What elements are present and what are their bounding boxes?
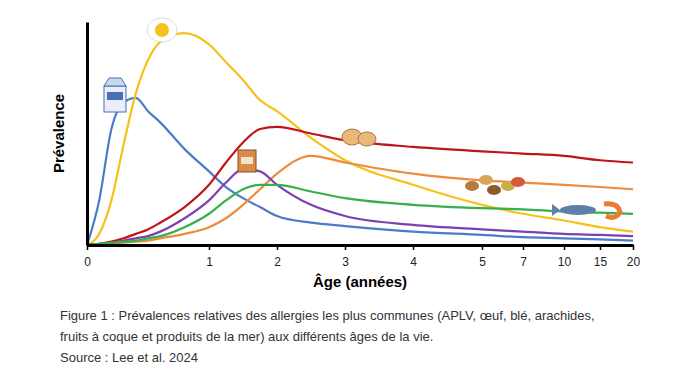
y-axis-line [86,23,89,246]
x-tick-mark [633,245,635,250]
x-axis: 0 1 2 3 4 5 7 10 15 20 [84,245,640,269]
x-tick-label: 1 [206,255,213,269]
x-tick-mark [482,245,484,250]
x-tick-label: 5 [479,255,486,269]
x-tick-mark [345,245,347,250]
x-tick-label: 4 [410,255,417,269]
icons [104,18,620,217]
x-tick: 3 [342,245,349,269]
x-tick-label: 10 [558,255,572,269]
x-tick: 10 [558,245,572,269]
x-axis-line [88,244,634,247]
x-tick: 0 [84,245,91,269]
series-line [87,98,633,245]
x-tick: 4 [410,245,417,269]
icon-nuts [465,175,525,195]
x-axis-title: Âge (années) [313,273,407,290]
series-line [87,156,633,245]
x-tick: 7 [520,245,527,269]
x-tick-mark [87,245,89,250]
caption: Figure 1 : Prévalences relatives des all… [60,308,595,323]
source: Source : Lee et al. 2024 [60,350,198,365]
x-tick-mark [413,245,415,250]
x-tick-label: 0 [84,255,91,269]
plot-area [87,33,633,245]
x-tick-mark [600,245,602,250]
x-tick-label: 15 [594,255,608,269]
x-tick: 15 [594,245,608,269]
x-tick: 2 [274,245,281,269]
chart: 0 1 2 3 4 5 7 10 15 20 Âge (années) Prévalence Figur… [0,0,698,376]
x-tick-label: 7 [520,255,527,269]
x-tick-label: 20 [627,255,641,269]
icon-peanut [342,129,376,146]
x-tick: 20 [627,245,641,269]
caption: fruits à coque et produits de la mer) au… [60,329,433,344]
icon-flour [238,150,256,172]
x-tick-mark [564,245,566,250]
series-line [87,185,633,245]
icon-milk [104,78,126,112]
series-line [87,127,633,245]
y-axis [87,23,88,246]
x-tick-mark [277,245,279,250]
y-axis-title: Prévalence [50,94,67,173]
x-tick-mark [523,245,525,250]
x-tick-label: 3 [342,255,349,269]
x-tick-label: 2 [274,255,281,269]
x-tick: 5 [479,245,486,269]
x-tick-mark [209,245,211,250]
series-line [87,169,633,245]
icon-seafood [552,204,620,218]
x-tick: 1 [206,245,213,269]
series-line [87,33,633,245]
icon-egg [147,18,177,42]
